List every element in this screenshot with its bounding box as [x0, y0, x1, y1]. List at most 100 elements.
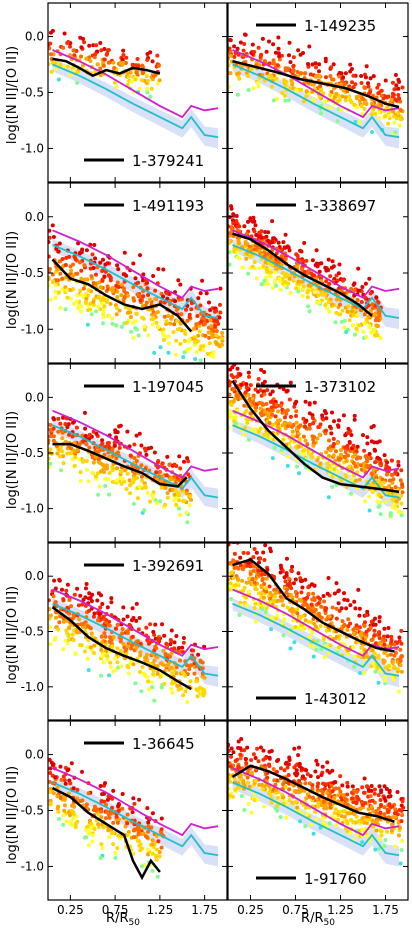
model-line-cyan	[232, 602, 400, 677]
data-point	[112, 66, 117, 70]
data-point	[73, 257, 78, 262]
data-point	[364, 629, 369, 634]
data-point	[246, 370, 251, 375]
median-line	[51, 786, 161, 881]
data-point	[293, 401, 298, 406]
data-point	[385, 634, 390, 639]
data-point	[343, 71, 348, 76]
data-point	[351, 282, 356, 287]
data-point	[279, 566, 284, 571]
data-point	[232, 551, 237, 556]
data-point	[211, 350, 216, 355]
data-point	[382, 453, 387, 458]
data-point	[114, 323, 118, 328]
data-point	[270, 456, 275, 461]
data-point	[154, 470, 159, 475]
data-point	[320, 764, 325, 769]
data-point	[48, 235, 52, 240]
data-point	[289, 78, 294, 83]
data-point	[120, 631, 125, 636]
data-point	[57, 241, 62, 246]
panel-plot-area	[48, 577, 219, 705]
data-point	[155, 310, 160, 315]
data-point	[84, 459, 89, 464]
data-point	[73, 821, 78, 826]
data-point	[95, 618, 100, 623]
legend-label: 1-43012	[304, 690, 367, 708]
data-point	[128, 453, 133, 458]
data-point	[360, 816, 365, 821]
data-point	[299, 766, 304, 771]
data-point	[136, 627, 141, 632]
data-point	[363, 100, 368, 105]
data-point	[101, 257, 105, 262]
data-point	[317, 432, 322, 437]
data-point	[325, 306, 330, 311]
data-point	[131, 501, 136, 506]
data-point	[267, 421, 272, 425]
data-point	[342, 325, 347, 330]
data-point	[296, 625, 301, 630]
data-point	[195, 694, 200, 699]
data-point	[168, 642, 173, 647]
data-point	[398, 108, 403, 113]
data-point	[124, 629, 129, 634]
data-point	[373, 616, 377, 621]
data-point	[248, 411, 253, 416]
data-point	[145, 286, 150, 291]
data-point	[94, 272, 98, 277]
data-point	[354, 449, 359, 454]
data-point	[192, 326, 196, 331]
data-point	[148, 94, 153, 99]
data-point	[337, 74, 342, 79]
y-axis-label-row-1: log([N II]/[O II])	[5, 46, 20, 144]
data-point	[357, 806, 362, 811]
data-point	[317, 62, 322, 67]
data-point	[264, 402, 269, 406]
data-point	[338, 456, 343, 461]
data-point	[239, 382, 244, 387]
data-point	[323, 303, 328, 308]
data-point	[124, 320, 129, 325]
data-point	[214, 340, 218, 345]
data-point	[246, 73, 251, 78]
data-point	[121, 48, 126, 53]
data-point	[359, 827, 364, 832]
data-point	[75, 80, 80, 85]
data-point	[102, 63, 106, 68]
data-point	[96, 492, 101, 497]
data-point	[296, 444, 301, 449]
data-point	[315, 788, 320, 792]
data-point	[52, 638, 57, 642]
data-point	[187, 667, 192, 672]
data-point	[297, 790, 302, 795]
data-point	[79, 643, 84, 648]
data-point	[365, 441, 370, 446]
data-point	[118, 639, 123, 644]
data-point	[146, 293, 151, 297]
data-point	[166, 334, 171, 339]
data-point	[98, 260, 103, 265]
data-point	[198, 303, 203, 308]
data-point	[292, 640, 297, 645]
data-point	[96, 304, 101, 309]
data-point	[237, 613, 242, 617]
data-point	[271, 422, 276, 427]
data-point	[285, 66, 290, 71]
data-point	[389, 97, 394, 102]
data-point	[86, 479, 91, 484]
data-point	[295, 611, 300, 616]
data-point	[316, 601, 321, 606]
data-point	[214, 333, 219, 338]
data-point	[241, 588, 246, 593]
data-point	[126, 665, 131, 670]
data-point	[319, 647, 324, 652]
data-point	[238, 563, 243, 568]
data-point	[315, 762, 320, 767]
data-point	[173, 352, 178, 357]
data-point	[255, 797, 260, 802]
data-point	[89, 599, 94, 604]
data-point	[107, 835, 112, 840]
data-point	[164, 663, 168, 668]
data-point	[92, 611, 97, 616]
